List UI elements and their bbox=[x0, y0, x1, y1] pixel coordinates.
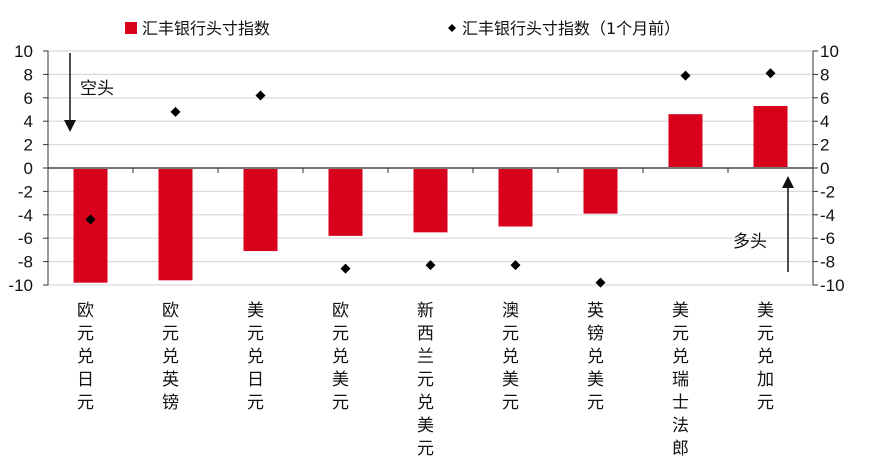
category-label-7: 美元兑瑞士法郎 bbox=[672, 301, 689, 459]
marker-1 bbox=[170, 106, 181, 117]
category-label-3: 欧元兑美元 bbox=[332, 301, 349, 413]
short-annotation: 空头 bbox=[64, 53, 114, 132]
bar-5 bbox=[498, 168, 533, 227]
y-tick-label-left: -10 bbox=[8, 276, 33, 295]
y-axis-right: 10 8 6 4 2 0 -2 -4 -6 -8 -10 bbox=[812, 42, 845, 295]
y-tick-label-right: 0 bbox=[820, 159, 829, 178]
legend: 汇丰银行头寸指数 汇丰银行头寸指数（1个月前） bbox=[125, 19, 680, 38]
legend-marker-swatch bbox=[448, 24, 456, 32]
category-label-8: 美元兑加元 bbox=[757, 301, 774, 413]
y-tick-label-right: -8 bbox=[820, 253, 835, 272]
legend-bar-label: 汇丰银行头寸指数 bbox=[142, 19, 270, 38]
marker-2 bbox=[255, 90, 266, 101]
category-label-0: 欧元兑日元 bbox=[77, 301, 94, 413]
y-tick-label-right: -6 bbox=[820, 229, 835, 248]
marker-5 bbox=[510, 260, 521, 271]
category-label-1: 欧元兑英镑 bbox=[162, 301, 179, 413]
y-tick-label-left: 0 bbox=[24, 159, 33, 178]
y-tick-label-right: -4 bbox=[820, 206, 835, 225]
y-tick-label-left: 2 bbox=[24, 136, 33, 155]
bar-4 bbox=[413, 168, 448, 233]
y-tick-label-left: 4 bbox=[24, 112, 33, 131]
marker-6 bbox=[595, 277, 606, 288]
y-tick-label-left: 6 bbox=[24, 89, 33, 108]
y-tick-label-left: -6 bbox=[18, 229, 33, 248]
bar-8 bbox=[753, 105, 788, 168]
y-tick-label-right: 10 bbox=[820, 42, 839, 61]
y-tick-label-left: 10 bbox=[14, 42, 33, 61]
marker-3 bbox=[340, 263, 351, 274]
bar-2 bbox=[243, 168, 278, 252]
y-axis-left: 10 8 6 4 2 0 -2 -4 -6 -8 -10 bbox=[8, 42, 49, 295]
long-label: 多头 bbox=[733, 232, 767, 252]
y-tick-label-right: 8 bbox=[820, 65, 829, 84]
y-tick-label-left: 8 bbox=[24, 65, 33, 84]
marker-8 bbox=[765, 68, 776, 79]
y-tick-label-right: -10 bbox=[820, 276, 845, 295]
y-tick-label-right: 4 bbox=[820, 112, 829, 131]
y-tick-label-left: -8 bbox=[18, 253, 33, 272]
short-label: 空头 bbox=[80, 79, 114, 99]
category-label-6: 英镑兑美元 bbox=[587, 301, 604, 413]
bar-0 bbox=[73, 168, 108, 283]
long-annotation: 多头 bbox=[733, 176, 794, 272]
bars bbox=[73, 105, 788, 283]
zero-axis bbox=[48, 167, 813, 173]
bar-7 bbox=[668, 114, 703, 168]
y-tick-label-left: -4 bbox=[18, 206, 33, 225]
down-arrowhead-icon bbox=[64, 120, 76, 132]
bar-6 bbox=[583, 168, 618, 214]
legend-bar-swatch bbox=[125, 22, 137, 34]
marker-0 bbox=[85, 214, 96, 225]
bar-1 bbox=[158, 168, 193, 281]
category-label-4: 新西兰元兑美元 bbox=[417, 301, 434, 459]
y-tick-label-right: -2 bbox=[820, 182, 835, 201]
category-labels: 欧元兑日元 欧元兑英镑 美元兑日元 欧元兑美元 新西兰元兑美元 澳元兑美元 英镑兑美元 美元兑… bbox=[77, 301, 774, 459]
y-tick-label-right: 2 bbox=[820, 136, 829, 155]
y-tick-label-left: -2 bbox=[18, 182, 33, 201]
legend-marker-label: 汇丰银行头寸指数（1个月前） bbox=[462, 19, 680, 38]
up-arrowhead-icon bbox=[782, 176, 794, 188]
markers bbox=[85, 68, 776, 288]
bar-3 bbox=[328, 168, 363, 236]
marker-7 bbox=[680, 70, 691, 81]
category-label-2: 美元兑日元 bbox=[247, 301, 264, 413]
category-label-5: 澳元兑美元 bbox=[502, 301, 519, 413]
y-tick-label-right: 6 bbox=[820, 89, 829, 108]
marker-4 bbox=[425, 260, 436, 271]
